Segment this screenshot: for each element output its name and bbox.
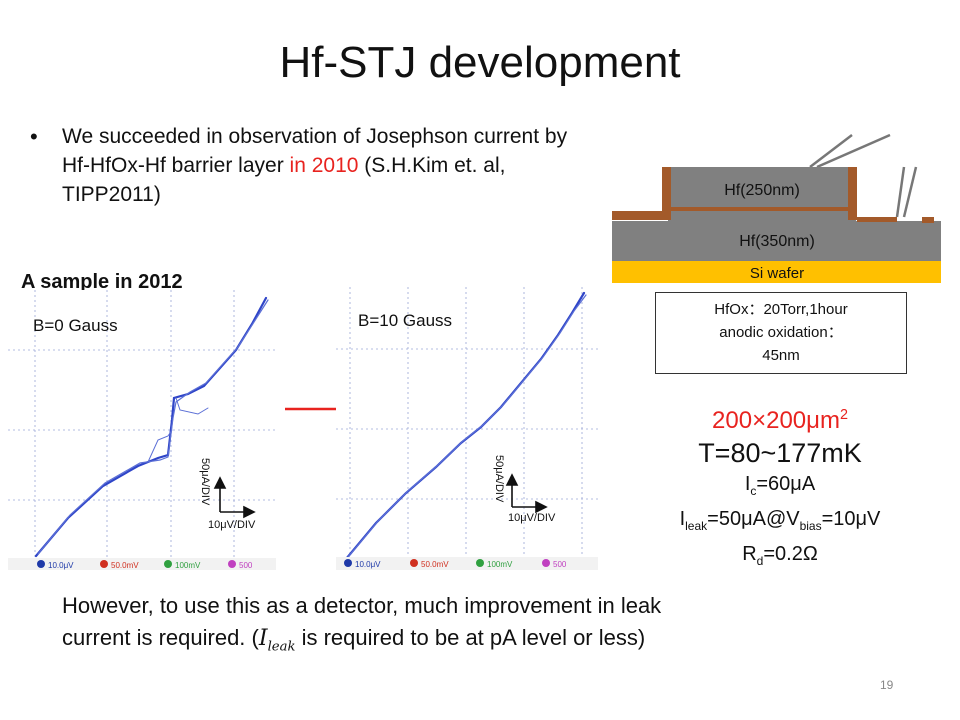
channel-2-icon xyxy=(410,559,418,567)
dynamic-resistance: Rd=0.2Ω xyxy=(742,543,818,568)
plot-grid xyxy=(336,287,598,557)
hf-bottom-layer xyxy=(612,221,941,261)
plot-footer-bar xyxy=(336,557,598,570)
channel-4-icon xyxy=(228,560,236,568)
contact-pads xyxy=(612,167,934,223)
plot-footer-1: 10.0μV xyxy=(48,561,74,570)
hfox-line2: anodic oxidation： xyxy=(719,324,843,341)
plot-scale-icon xyxy=(505,473,548,514)
hf-top-layer xyxy=(668,167,856,221)
hfox-line1: HfOx：20Torr,1hour xyxy=(714,301,848,318)
spec-panel: 200×200μm2 T=80~177mK Ic=60μA Ileak=50μA… xyxy=(600,400,960,575)
bullet-text-red: in 2010 xyxy=(289,154,359,177)
plot-footer-3: 100mV xyxy=(175,561,201,570)
junction-area-value: 200×200μm xyxy=(712,407,840,434)
conclusion-text: However, to use this as a detector, much… xyxy=(62,590,922,663)
leak-current: Ileak=50μA@Vbias=10μV xyxy=(679,508,881,533)
plot-x-scale: 10μV/DIV xyxy=(208,519,256,531)
channel-1-icon xyxy=(344,559,352,567)
hfox-line3: 45nm xyxy=(762,347,800,364)
si-wafer-label: Si wafer xyxy=(750,265,804,282)
plot2-label: B=10 Gauss xyxy=(358,311,453,330)
plot-footer-2: 50.0mV xyxy=(111,561,139,570)
plot-x-scale: 10μV/DIV xyxy=(508,512,556,524)
hf-bottom-label: Hf(350nm) xyxy=(739,233,815,250)
critical-current: Ic=60μA xyxy=(744,473,816,498)
channel-3-icon xyxy=(476,559,484,567)
channel-3-icon xyxy=(164,560,172,568)
iv-plot-b0: 50μA/DIV 10μV/DIV 10.0μV 50.0mV 100mV 50… xyxy=(8,290,276,570)
plot-footer-4: 500 xyxy=(239,561,253,570)
channel-1-icon xyxy=(37,560,45,568)
plot-footer-bar xyxy=(8,558,276,570)
bullet-text-part2: (S.H.Kim et. al, TIPP2011) xyxy=(62,154,506,206)
plot-y-scale: 50μA/DIV xyxy=(493,455,505,503)
plot-background xyxy=(8,290,276,570)
probe-wires xyxy=(809,133,918,218)
iv-plot-b10: 50μA/DIV 10μV/DIV 10.0μV 50.0mV 100mV 50… xyxy=(336,287,598,570)
plot-footer-1: 10.0μV xyxy=(355,560,381,569)
conclusion-line2: current is required. (Ileak is required … xyxy=(62,625,646,655)
plot1-label: B=0 Gauss xyxy=(33,316,118,335)
junction-area-exponent: 2 xyxy=(839,407,848,423)
plot-background xyxy=(336,287,598,570)
junction-area: 200×200μm2 xyxy=(600,400,960,436)
si-wafer-layer xyxy=(612,261,941,283)
channel-2-icon xyxy=(100,560,108,568)
conclusion-line1: However, to use this as a detector, much… xyxy=(62,593,662,618)
channel-4-icon xyxy=(542,559,550,567)
device-stack-diagram: Hf(250nm) Hf(350nm) Si wafer xyxy=(612,133,941,283)
page-number: 19 xyxy=(880,678,894,692)
bullet-marker: • xyxy=(30,124,38,149)
bullet-text-part1: We succeeded in observation of Josephson… xyxy=(62,125,568,177)
plot-trace xyxy=(344,291,587,561)
plot-footer-2: 50.0mV xyxy=(421,560,449,569)
plot-trace xyxy=(34,296,269,558)
bullet-text: We succeeded in observation of Josephson… xyxy=(62,122,592,209)
hf-top-label: Hf(250nm) xyxy=(724,182,800,199)
temperature-range: T=80~177mK xyxy=(698,438,862,468)
plot-footer-3: 100mV xyxy=(487,560,513,569)
hfox-info-box: HfOx：20Torr,1hour anodic oxidation： 45nm xyxy=(655,292,907,374)
plot-footer-4: 500 xyxy=(553,560,567,569)
plot-y-scale: 50μA/DIV xyxy=(199,458,211,506)
plot-scale-icon xyxy=(213,476,256,519)
sample-heading: A sample in 2012 xyxy=(21,271,183,293)
page-title: Hf-STJ development xyxy=(279,38,681,87)
